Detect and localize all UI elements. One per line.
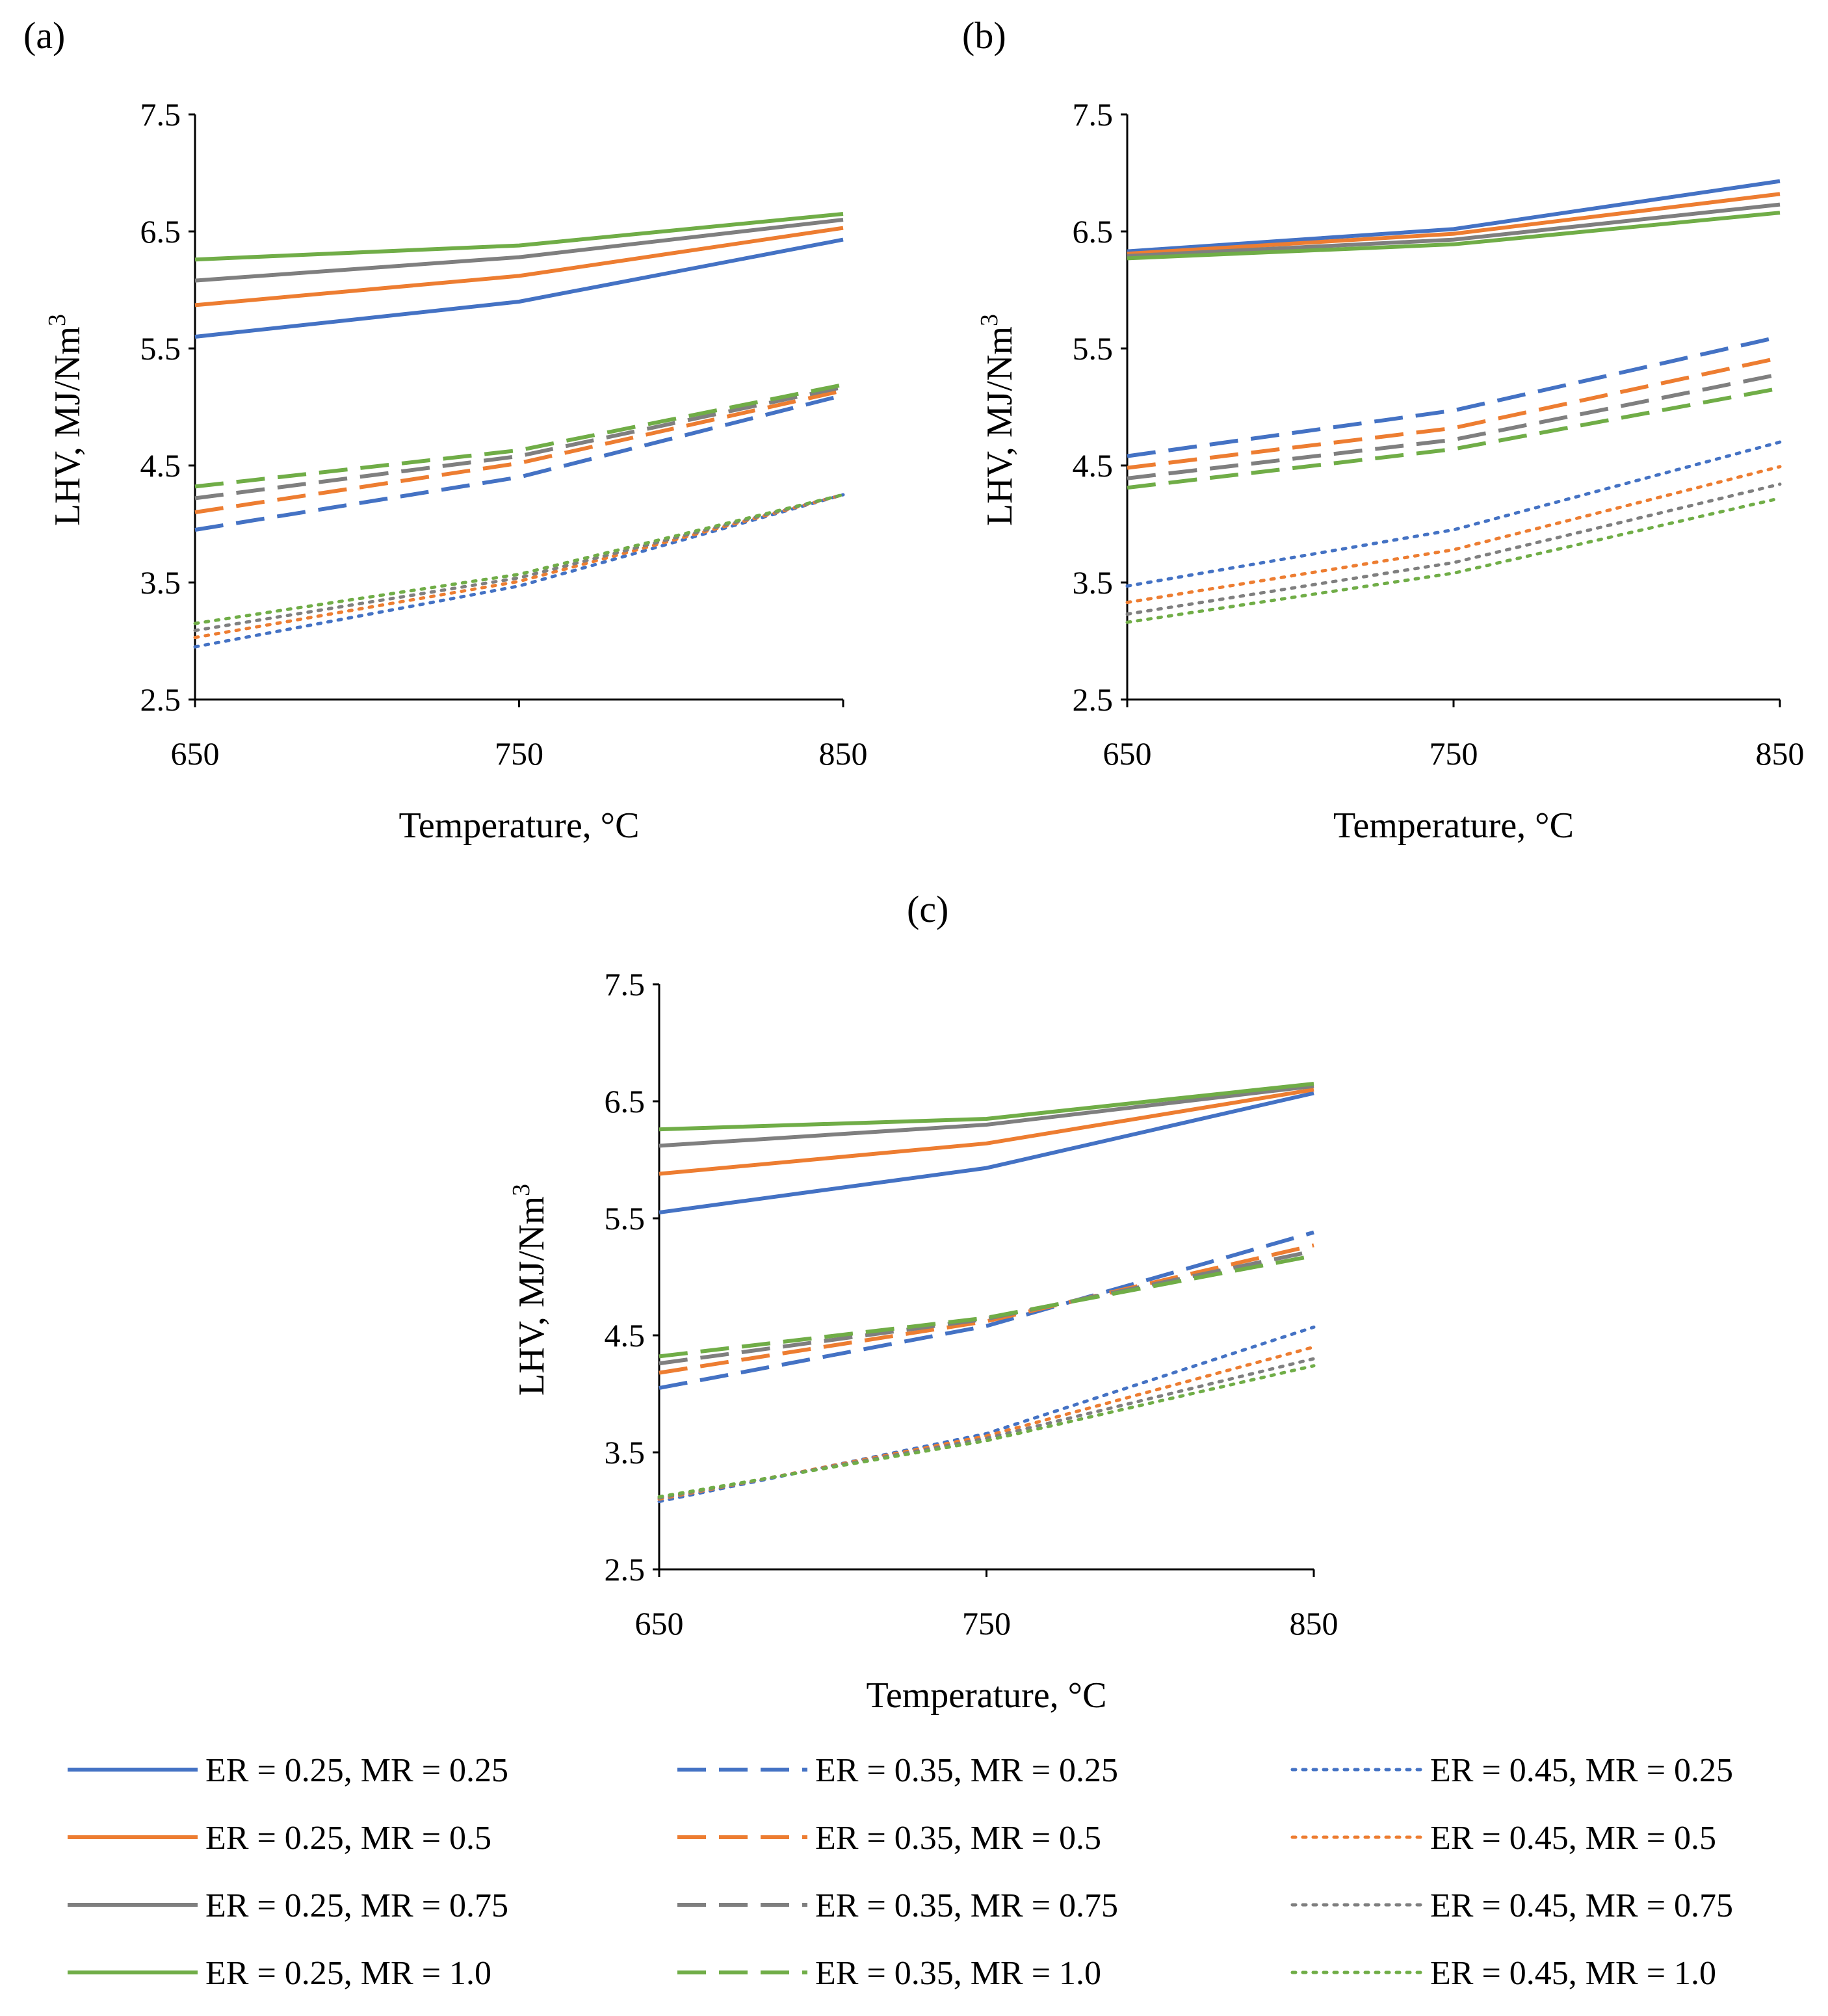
x-tick-label: 750 (962, 1605, 1011, 1642)
x-tick-label: 650 (171, 735, 220, 772)
series-line-b-7 (1127, 386, 1781, 490)
y-tick-label: 6.5 (1073, 213, 1114, 250)
series-line-b-11 (1125, 496, 1782, 624)
y-tick-label: 3.5 (605, 1434, 646, 1471)
series-line-a-11 (193, 493, 845, 625)
series-line-c-11 (657, 1364, 1316, 1499)
legend-label: ER = 0.45, MR = 0.75 (1430, 1887, 1733, 1924)
series-line-c-4 (659, 1230, 1314, 1390)
y-tick-label: 3.5 (1073, 564, 1114, 601)
series-line-b-10 (1125, 482, 1782, 616)
legend-label: ER = 0.35, MR = 0.75 (815, 1887, 1118, 1924)
series-line-b-4 (1127, 335, 1781, 458)
series-line-c-8 (657, 1325, 1316, 1504)
series-line-b-6 (1127, 372, 1781, 480)
series-line-c-10 (657, 1357, 1316, 1500)
series-line-c-2 (659, 1084, 1314, 1148)
y-tick-label: 6.5 (605, 1083, 646, 1119)
panel-label-c: (c) (907, 888, 948, 930)
series-line-c-5 (659, 1243, 1314, 1375)
series-line-c-0 (659, 1091, 1314, 1214)
series-line-b-1 (1127, 192, 1781, 256)
legend-label: ER = 0.25, MR = 1.0 (205, 1955, 491, 1992)
series-line-a-1 (194, 226, 844, 308)
series-line-c-3 (659, 1082, 1314, 1132)
y-tick-label: 5.5 (140, 330, 181, 367)
series-line-c-6 (659, 1249, 1314, 1366)
series-line-a-9 (193, 493, 845, 640)
legend-label: ER = 0.25, MR = 0.5 (205, 1820, 491, 1857)
series-line-a-0 (194, 237, 844, 339)
y-tick-label: 2.5 (605, 1551, 646, 1588)
x-tick-label: 750 (1430, 735, 1478, 772)
y-tick-label: 4.5 (1073, 447, 1114, 484)
legend-label: ER = 0.35, MR = 1.0 (815, 1955, 1101, 1992)
panel-b: (b) 2.5 3.5 4.5 5.5 6.5 7.5 650 750 850 Temperatur… (962, 14, 1805, 846)
series-line-c-7 (659, 1253, 1314, 1359)
series-line-b-8 (1125, 440, 1782, 588)
legend-label: ER = 0.35, MR = 0.25 (815, 1752, 1118, 1789)
x-tick-label: 850 (819, 735, 868, 772)
series-line-c-1 (659, 1088, 1314, 1176)
series-line-a-7 (194, 382, 844, 489)
y-tick-label: 7.5 (140, 96, 181, 133)
y-tick-label: 5.5 (1073, 330, 1114, 367)
y-axis-label-a: LHV, MJ/Nm3 (44, 314, 88, 526)
y-tick-label: 2.5 (1073, 681, 1114, 718)
y-tick-label: 7.5 (605, 966, 646, 1002)
y-tick-label: 5.5 (605, 1200, 646, 1237)
series-line-a-2 (194, 218, 844, 283)
series-line-a-4 (194, 393, 844, 532)
panel-a: (a) 2.5 3.5 4.5 5.5 6.5 7.5 650 750 850 Temperatur… (23, 14, 868, 846)
legend: ER = 0.25, MR = 0.25 ER = 0.35, MR = 0.25… (68, 1752, 1733, 1992)
y-axis-label-b: LHV, MJ/Nm3 (976, 314, 1020, 526)
series-line-b-5 (1127, 356, 1781, 470)
series-line-b-2 (1127, 202, 1781, 258)
y-tick-label: 4.5 (605, 1317, 646, 1354)
series-line-a-5 (194, 388, 844, 514)
x-tick-label: 850 (1756, 735, 1805, 772)
series-line-b-9 (1125, 465, 1782, 605)
legend-label: ER = 0.45, MR = 0.25 (1430, 1752, 1733, 1789)
y-tick-label: 3.5 (140, 564, 181, 601)
legend-label: ER = 0.45, MR = 0.5 (1430, 1820, 1716, 1857)
y-tick-label: 2.5 (140, 681, 181, 718)
series-line-a-3 (194, 212, 844, 262)
series-line-b-0 (1127, 179, 1781, 254)
x-tick-label: 650 (1103, 735, 1152, 772)
x-axis-label-c: Temperature, °C (867, 1675, 1107, 1716)
series-line-c-9 (657, 1345, 1316, 1501)
y-tick-label: 7.5 (1073, 96, 1114, 133)
x-axis-label-a: Temperature, °C (399, 805, 640, 846)
panel-label-a: (a) (23, 14, 65, 57)
x-tick-label: 650 (635, 1605, 684, 1642)
y-tick-label: 4.5 (140, 447, 181, 484)
legend-label: ER = 0.25, MR = 0.75 (205, 1887, 508, 1924)
x-axis-label-b: Temperature, °C (1333, 805, 1574, 846)
x-tick-label: 750 (495, 735, 543, 772)
x-tick-label: 850 (1290, 1605, 1338, 1642)
panel-label-b: (b) (962, 14, 1006, 57)
series-line-a-6 (194, 385, 844, 501)
series-line-b-3 (1127, 211, 1781, 261)
legend-label: ER = 0.35, MR = 0.5 (815, 1820, 1101, 1857)
legend-label: ER = 0.45, MR = 1.0 (1430, 1955, 1716, 1992)
y-tick-label: 6.5 (140, 213, 181, 250)
legend-label: ER = 0.25, MR = 0.25 (205, 1752, 508, 1789)
y-axis-label-c: LHV, MJ/Nm3 (508, 1184, 552, 1396)
series-line-a-10 (193, 493, 845, 633)
panel-c: (c) 2.5 3.5 4.5 5.5 6.5 7.5 650 750 850 Temperatur… (508, 888, 1338, 1716)
